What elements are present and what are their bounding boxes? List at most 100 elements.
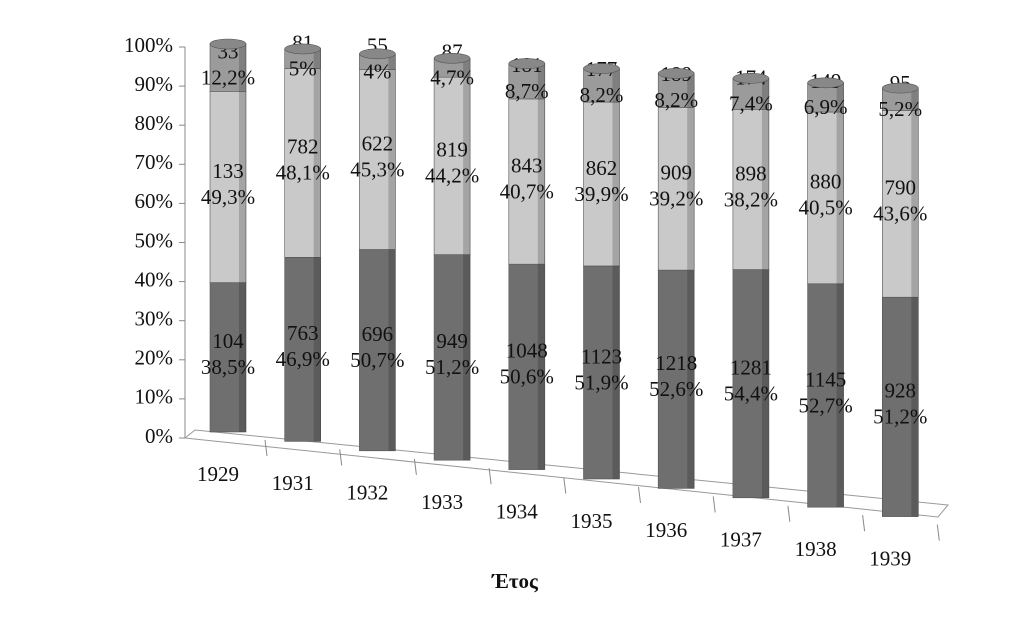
y-tick-label: 50% [135,228,174,252]
value-label: 8,7% [505,79,549,103]
bar-side [836,112,844,284]
bar-side [836,82,844,113]
bar-segment [209,282,247,433]
bar-side [537,264,545,470]
x-tick [712,496,716,513]
y-tick-label: 90% [135,72,174,96]
count-label: 1281 [730,356,772,380]
bar-top [583,63,620,74]
bar-top [508,58,546,69]
value-label: 40,7% [500,179,554,203]
count-label: 782 [287,135,319,159]
x-tick-label: 1933 [421,490,463,514]
bar-segment [807,283,844,508]
x-tick-label: 1931 [272,471,314,495]
x-tick-label: 1938 [795,537,837,561]
value-label: 49,3% [201,185,255,209]
bar-side [687,73,695,108]
bar-side [911,110,919,298]
value-label: 52,7% [798,393,852,417]
x-tick-label: 1935 [571,509,613,533]
bar-segment [433,76,471,255]
value-label: 52,6% [649,377,703,401]
value-label: 50,7% [350,348,404,372]
y-tick-label: 70% [135,150,174,174]
x-tick-label: 1937 [720,528,762,552]
count-label: 819 [436,138,468,162]
count-label: 1048 [506,339,548,363]
x-tick-label: 1929 [197,462,239,486]
x-tick [787,505,791,522]
bar-side [911,297,919,517]
value-label: 12,2% [201,65,255,89]
y-tick-label: 0% [145,424,173,448]
bar-side [537,63,545,99]
value-label: 51,2% [425,355,479,379]
bar-segment [657,107,695,271]
bar-segment [209,91,247,283]
bar-side [761,269,769,498]
value-label: 6,9% [804,95,848,119]
value-label: 44,2% [425,164,479,188]
bar-side [313,257,321,442]
bar-side [388,249,396,451]
bar-side [537,98,545,265]
bar-segment [284,68,322,258]
x-tick-label: 1934 [496,499,539,523]
value-label: 46,9% [276,347,330,371]
bar-segment [657,269,695,489]
bar-side [687,107,695,271]
bar-segment [508,98,546,265]
y-tick-label: 20% [135,346,174,370]
bar-side [239,44,246,92]
x-tick-label: 1939 [869,546,911,570]
y-tick-label: 100% [124,33,173,57]
bar-side [687,270,695,489]
bar-side [761,78,769,110]
y-tick-label: 40% [135,267,174,291]
bar-segment [359,249,396,452]
value-label: 39,2% [649,187,703,211]
value-label: 51,2% [873,405,927,429]
bar-segment [583,101,620,267]
value-label: 45,3% [350,157,404,181]
x-tick [339,449,343,466]
count-label: 880 [810,170,842,194]
bar-side [836,283,844,508]
bar-top [433,52,471,64]
bar-side [463,77,471,255]
count-label: 843 [511,153,543,177]
count-label: 909 [660,161,692,185]
value-label: 50,6% [500,365,554,389]
x-tick [638,486,641,504]
bar-side [463,58,471,78]
bar-segment [359,69,396,250]
y-tick-label: 10% [135,385,174,409]
bar-side [612,102,620,266]
bar-segment [657,73,695,108]
count-label: 862 [586,156,618,180]
count-label: 949 [436,329,468,353]
y-tick-label: 60% [135,189,174,213]
bar-side [612,265,620,479]
y-tick-label: 80% [135,111,174,135]
bar-side [388,69,396,250]
bar-segment [433,254,471,461]
bar-side [911,88,919,111]
value-label: 8,2% [580,83,624,107]
x-tick [488,468,492,485]
bar-segment [209,43,247,92]
bar-top [881,82,919,94]
x-tick [563,477,567,494]
bar-top [732,73,770,84]
value-label: 48,1% [276,161,330,185]
value-label: 8,2% [654,88,698,112]
x-tick [264,439,268,457]
value-label: 5,2% [878,97,922,121]
bar-side [239,282,246,432]
count-label: 1123 [581,344,622,368]
x-tick [413,458,417,475]
value-label: 38,5% [201,355,255,379]
